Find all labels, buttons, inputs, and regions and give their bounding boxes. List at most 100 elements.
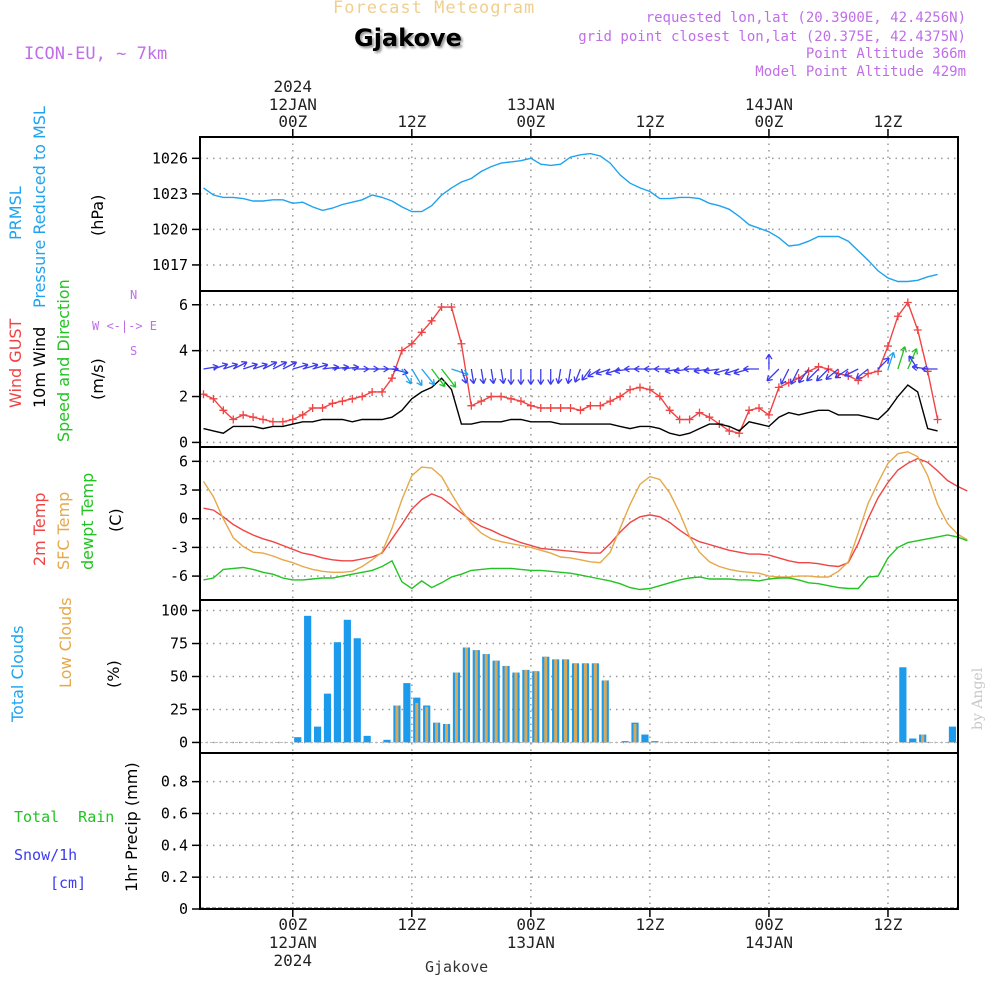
wind-gust-marker (933, 415, 942, 424)
wind-arrow (887, 351, 896, 370)
low-clouds-bar (593, 663, 597, 743)
wind-gust-marker (516, 397, 525, 406)
wind-gust-marker (447, 303, 456, 312)
y-tick-label: 2 (179, 388, 188, 406)
wind-arrow (595, 368, 611, 376)
wind-gust-marker (556, 404, 565, 412)
wind-gust-marker (457, 339, 466, 348)
cloud-label-2: Low Clouds (56, 597, 75, 688)
model-altitude: Model Point Altitude 429m (755, 64, 966, 80)
pressure-label-2: Pressure Reduced to MSL (30, 106, 49, 308)
temp-label-3: dewpt Temp (78, 472, 97, 570)
low-clouds-bar (415, 702, 419, 743)
wind-gust-marker (219, 406, 228, 415)
wind-arrow (555, 368, 563, 385)
wind-gust-marker (616, 392, 625, 401)
wind-gust-marker (566, 404, 575, 412)
prmsl-line (203, 152, 938, 283)
low-clouds-bar (494, 660, 498, 743)
wind-arrow (489, 368, 497, 385)
total-clouds-bar (343, 619, 351, 743)
wind-label-3: Speed and Direction (54, 279, 73, 442)
compass-west-east: W <-|-> E (92, 319, 158, 333)
low-clouds-bar (435, 722, 439, 743)
wind-arrow (401, 368, 412, 385)
wind-arrow (605, 368, 621, 376)
low-clouds-bar (514, 672, 518, 743)
wind-gust-marker (913, 326, 922, 334)
wind-gust-marker (497, 392, 506, 401)
low-clouds-bar (464, 647, 468, 743)
precip-unit: 1hr Precip (mm) (122, 762, 141, 892)
wind-gust-marker (745, 406, 754, 415)
total-clouds-bar (304, 615, 312, 743)
2m-temp-line (203, 457, 968, 568)
wind-gust-marker (239, 410, 248, 419)
temp-label-2: SFC Temp (54, 491, 73, 570)
total-clouds-bar (363, 735, 371, 743)
wind-arrow (573, 368, 582, 383)
y-tick-label: 0 (179, 900, 188, 918)
low-clouds-bar (633, 723, 637, 743)
wind-label-2: 10m Wind (30, 326, 49, 408)
total-clouds-bar (313, 726, 322, 743)
wind-gust-marker (378, 387, 387, 396)
wind-gust-marker (596, 401, 605, 410)
y-tick-label: 1020 (152, 220, 188, 238)
total-clouds-bar (909, 738, 917, 743)
low-clouds-bar (425, 706, 429, 743)
top-tick-label: 00Z (278, 112, 307, 131)
wind-arrow (479, 368, 487, 385)
top-tick-label: 00Z (754, 112, 783, 131)
wind-arrow (565, 368, 573, 385)
wind-arrow (203, 363, 219, 371)
wind-gust-marker (725, 426, 734, 435)
y-tick-label: -6 (170, 567, 188, 585)
wind-unit: (m/s) (88, 358, 107, 400)
wind-gust-marker (903, 298, 912, 307)
wind-arrow (507, 369, 515, 385)
top-year-label: 2024 (274, 77, 313, 96)
precip-label-3: [cm] (50, 874, 87, 892)
wind-arrow (537, 369, 545, 385)
chart-title: Forecast Meteogram (333, 0, 536, 18)
wind-gust-marker (259, 415, 268, 424)
wind-arrow (780, 368, 790, 385)
wind-arrow (272, 361, 288, 370)
low-clouds-bar (534, 671, 538, 743)
wind-arrow (469, 368, 477, 385)
wind-arrow (843, 368, 859, 377)
cloud-label-1: Total Clouds (8, 625, 27, 723)
y-tick-label: -3 (170, 538, 188, 556)
wind-gust-marker (229, 415, 238, 424)
wind-gust-marker (387, 374, 396, 383)
wind-arrow (411, 368, 423, 387)
bottom-year-label: 2024 (274, 951, 313, 970)
requested-coords: requested lon,lat (20.3900E, 42.4256N) (645, 10, 966, 26)
low-clouds-bar (445, 723, 449, 743)
wind-arrow (713, 368, 730, 376)
wind-gust-marker (507, 394, 516, 403)
wind-arrow (282, 361, 298, 370)
y-tick-label: 3 (179, 481, 188, 499)
low-clouds-bar (574, 663, 577, 743)
y-tick-label: 4 (179, 342, 188, 360)
low-clouds-bar (921, 734, 925, 743)
precip-label-1: Total Rain (14, 808, 115, 826)
wind-arrow (703, 367, 720, 375)
wind-arrow (421, 368, 436, 386)
y-tick-label: 0 (179, 433, 188, 451)
wind-arrow (499, 368, 507, 385)
credit-watermark: by Angel (970, 667, 986, 730)
wind-arrow (806, 368, 819, 382)
total-clouds-bar (899, 667, 907, 743)
y-tick-label: 25 (170, 700, 188, 718)
10m-wind-line (203, 377, 938, 437)
y-tick-label: 0.6 (161, 804, 188, 822)
wind-arrow (815, 368, 829, 382)
wind-gust-marker (249, 413, 258, 422)
precip-panel-frame (199, 752, 959, 910)
low-clouds-bar (603, 680, 607, 743)
wind-gust-marker (348, 394, 357, 403)
